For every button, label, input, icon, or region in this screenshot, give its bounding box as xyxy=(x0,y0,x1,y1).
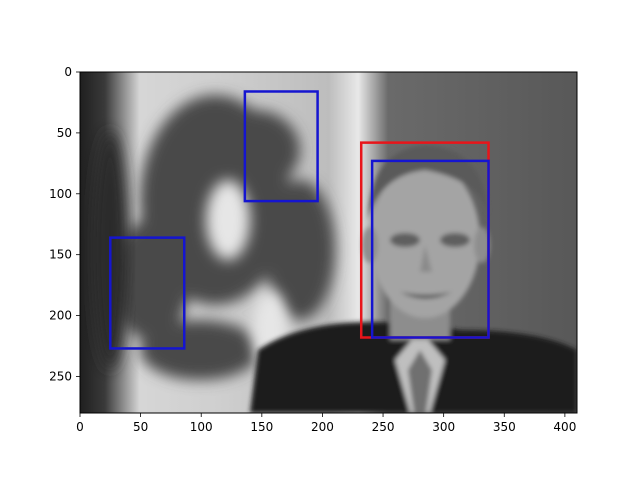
y-tick-label: 50 xyxy=(57,126,72,140)
x-tick-label: 250 xyxy=(372,420,395,434)
x-tick-label: 300 xyxy=(432,420,455,434)
y-tick-label: 0 xyxy=(64,65,72,79)
bounding-box-3 xyxy=(243,90,319,203)
x-tick-label: 400 xyxy=(553,420,576,434)
y-tick-label: 200 xyxy=(49,309,72,323)
x-tick-label: 100 xyxy=(190,420,213,434)
x-tick-label: 350 xyxy=(493,420,516,434)
y-axis: 0 50 100 150 200 250 xyxy=(49,65,80,383)
y-tick-label: 150 xyxy=(49,248,72,262)
x-tick-label: 200 xyxy=(311,420,334,434)
y-tick-label: 250 xyxy=(49,369,72,383)
bounding-box-4 xyxy=(109,236,186,350)
axes-frame xyxy=(79,71,578,414)
detection-boxes xyxy=(109,90,490,350)
bounding-box-2 xyxy=(370,159,490,339)
x-axis: 0 50 100 150 200 250 300 350 400 xyxy=(76,413,576,434)
photo-image xyxy=(80,72,577,413)
x-tick-label: 0 xyxy=(76,420,84,434)
x-tick-label: 150 xyxy=(250,420,273,434)
x-tick-label: 50 xyxy=(133,420,148,434)
y-tick-label: 100 xyxy=(49,187,72,201)
